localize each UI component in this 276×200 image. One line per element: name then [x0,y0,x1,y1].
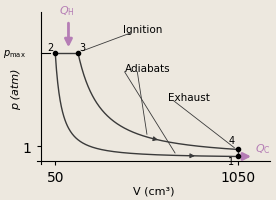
Text: $Q_{\rm C}$: $Q_{\rm C}$ [255,141,270,155]
X-axis label: V (cm³): V (cm³) [133,186,174,196]
Text: Adiabats: Adiabats [124,63,170,73]
Text: Exhaust: Exhaust [168,92,210,102]
Text: 1: 1 [228,156,234,166]
Text: $Q_{\rm H}$: $Q_{\rm H}$ [59,4,75,18]
Text: 4: 4 [228,136,234,146]
Text: 2: 2 [47,43,54,53]
Text: 3: 3 [79,43,85,53]
Text: $p_{\rm max}$: $p_{\rm max}$ [3,48,26,60]
Y-axis label: p (atm): p (atm) [11,68,21,109]
Text: Ignition: Ignition [123,25,162,35]
